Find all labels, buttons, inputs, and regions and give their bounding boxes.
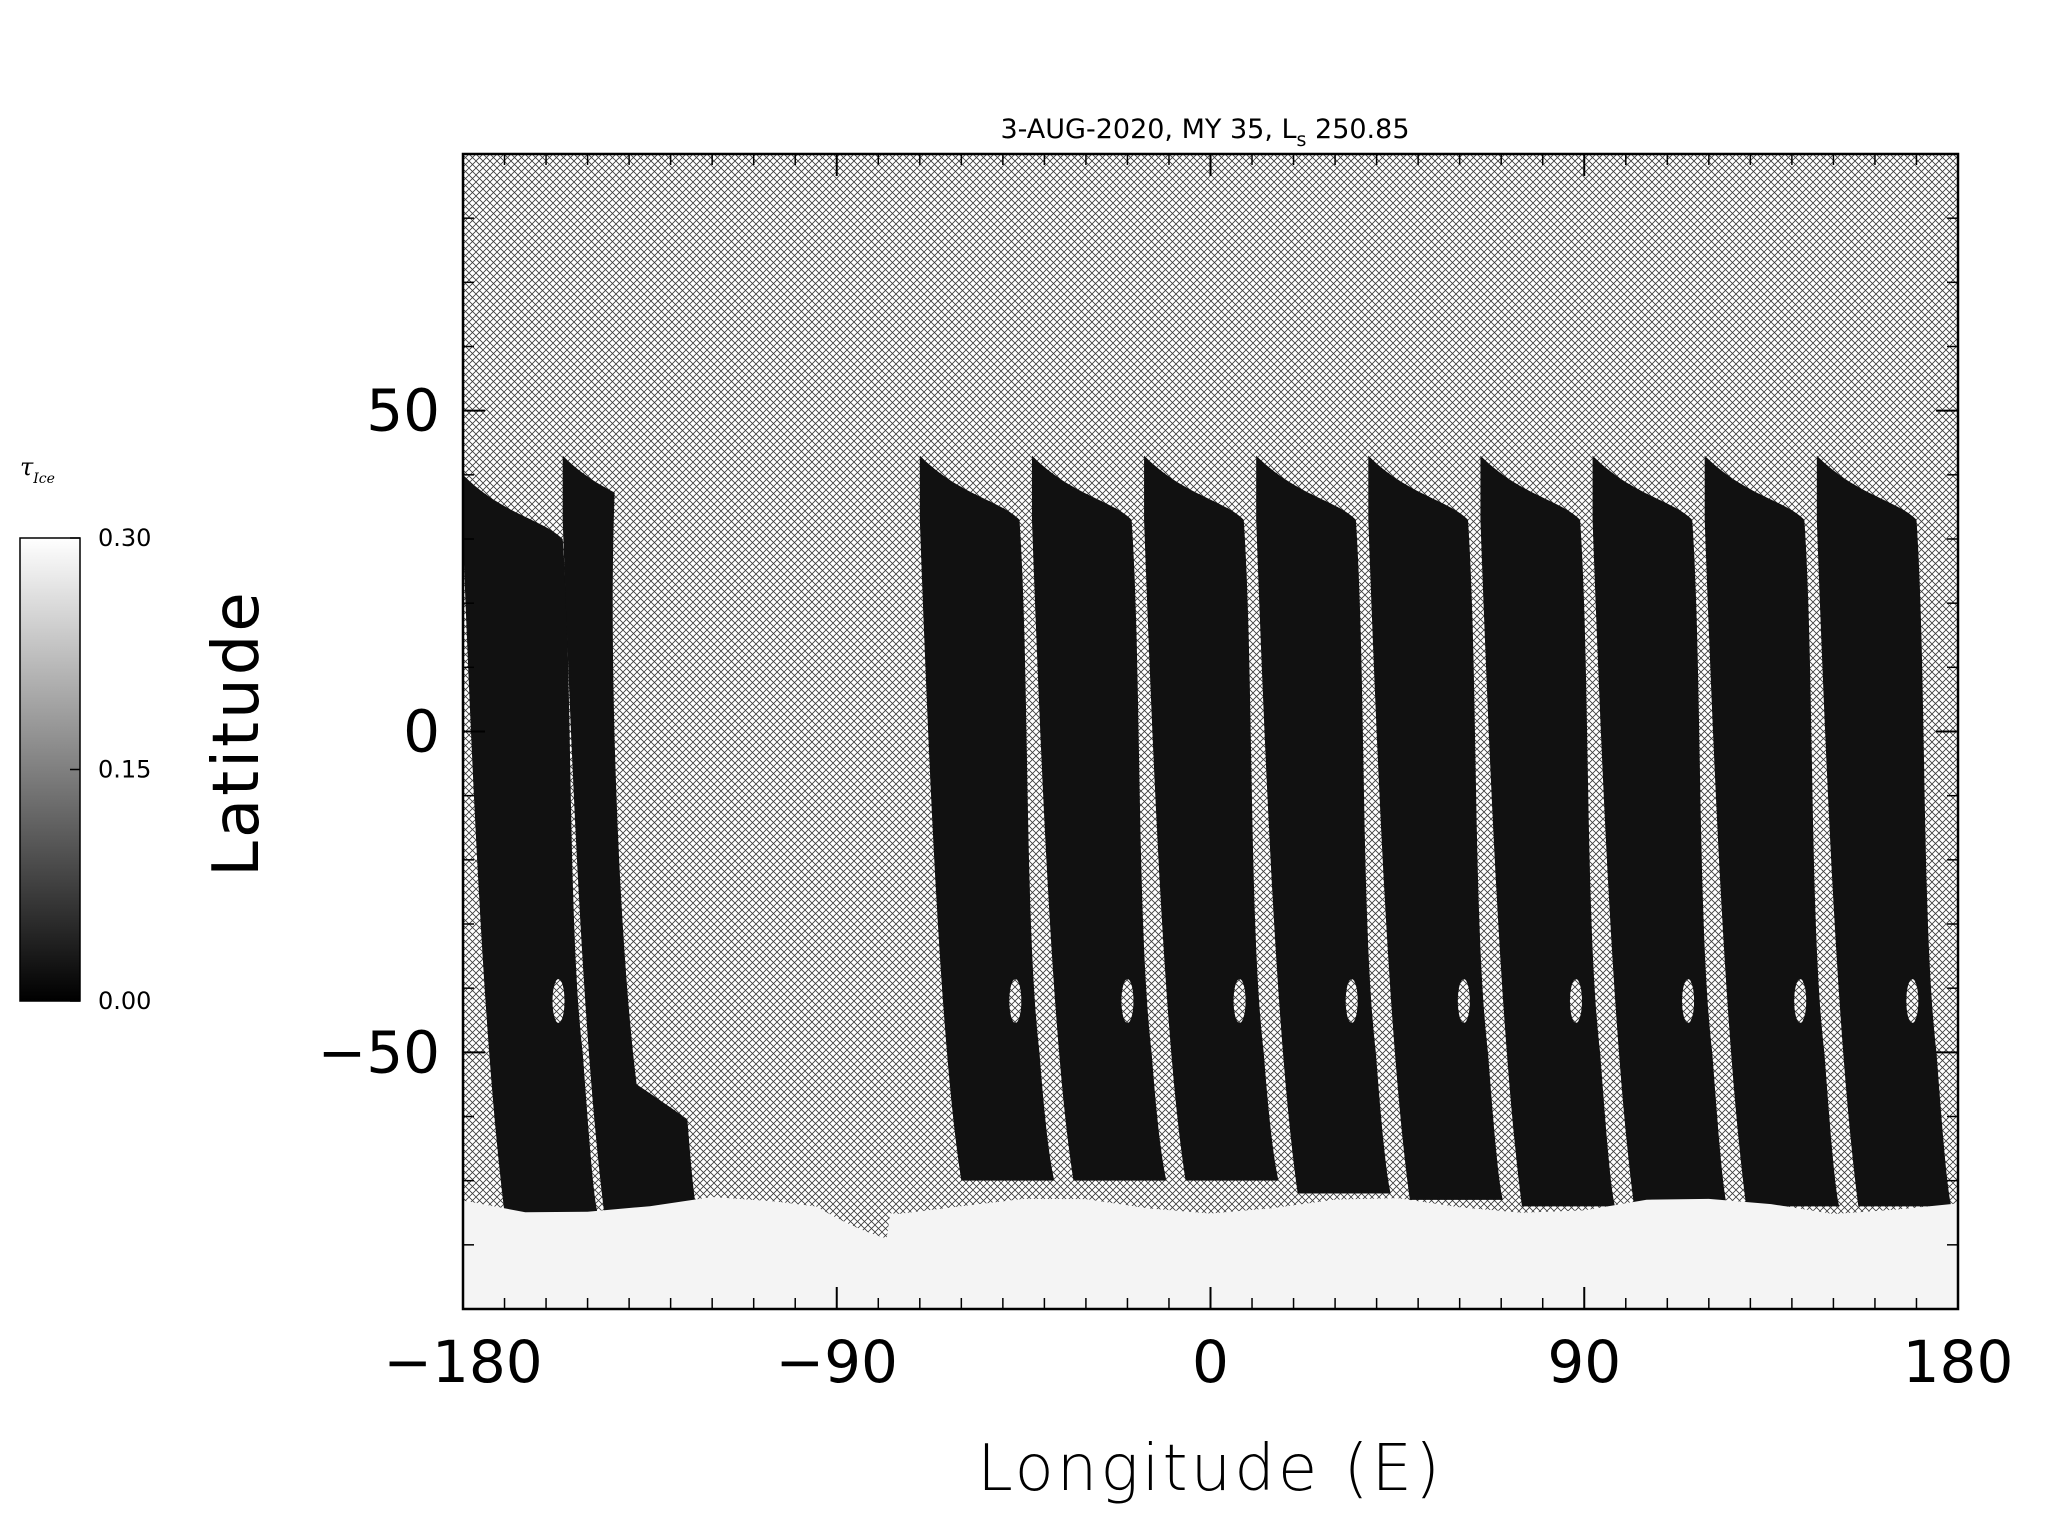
swath-gap [1009, 979, 1022, 1023]
y-tick-labels: −50 0 50 [318, 377, 440, 1087]
y-tick-label: 0 [403, 698, 440, 766]
colorbar-tick-label: 0.15 [98, 756, 151, 784]
swath-gap [1794, 979, 1807, 1023]
colorbar-symbol: τ [20, 453, 34, 481]
orbit-swath [1816, 455, 1952, 1207]
swath-gap [1569, 979, 1582, 1023]
map-plot-area [463, 154, 1958, 1309]
y-tick-label: −50 [318, 1018, 440, 1086]
x-tick-label: −180 [383, 1328, 542, 1396]
x-tick-labels: −180 −90 0 90 180 [383, 1328, 2013, 1396]
major-ticks [462, 154, 1959, 1309]
swath-gap [1121, 979, 1134, 1023]
orbit-swath [1592, 455, 1728, 1207]
orbit-swath [1480, 455, 1616, 1207]
swath-gap [1233, 979, 1246, 1023]
x-axis-label: Longitude (E) [977, 1432, 1443, 1506]
title-main: 3-AUG-2020, MY 35, L [1000, 114, 1296, 145]
orbit-swath [1368, 455, 1503, 1200]
no-data-gap-region [587, 154, 962, 1239]
x-tick-label: 180 [1903, 1328, 2014, 1396]
swath-gap [1345, 979, 1358, 1023]
x-tick-label: 0 [1192, 1328, 1229, 1396]
colorbar-tick-label: 0.30 [98, 524, 151, 552]
colorbar-title: τIce [20, 453, 55, 487]
colorbar: τIce 0.00 0.15 0.30 [19, 453, 151, 1015]
swath-gap [552, 979, 565, 1023]
swath-gap [1906, 979, 1919, 1023]
title-suffix: 250.85 [1306, 114, 1409, 145]
swath-gap [1457, 979, 1470, 1023]
y-axis-label: Latitude [200, 589, 274, 876]
title-subscript: s [1297, 129, 1307, 151]
swaths-layer [463, 455, 1952, 1213]
swath-gap [1682, 979, 1695, 1023]
colorbar-ticks: 0.00 0.15 0.30 [70, 524, 151, 1015]
x-tick-label: −90 [776, 1328, 898, 1396]
colorbar-tick-label: 0.00 [98, 987, 151, 1015]
x-tick-label: 90 [1547, 1328, 1621, 1396]
minor-ticks [463, 153, 1958, 1310]
y-tick-label: 50 [366, 377, 440, 445]
colorbar-symbol-subscript: Ice [32, 471, 55, 487]
chart-title: 3-AUG-2020, MY 35, Ls 250.85 [1000, 114, 1409, 151]
polar-ice-region [463, 1196, 1958, 1309]
orbit-swath [463, 474, 598, 1213]
orbit-swath [1704, 455, 1840, 1207]
